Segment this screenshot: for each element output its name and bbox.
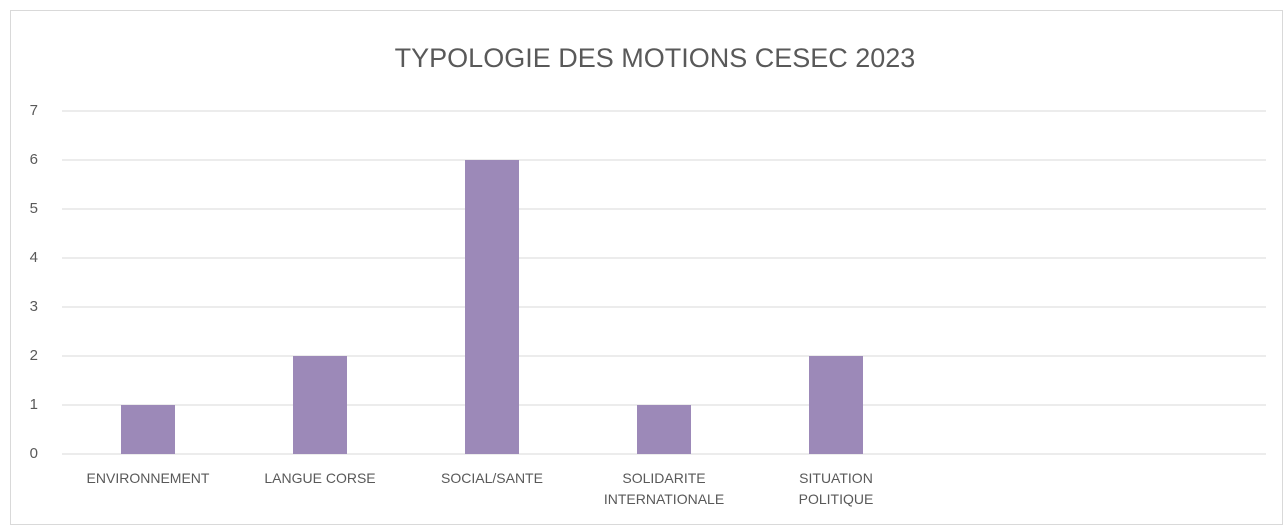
x-tick-label: LANGUE CORSE xyxy=(264,470,376,486)
y-tick-label: 3 xyxy=(30,298,38,315)
bar xyxy=(809,356,863,454)
chart-title: TYPOLOGIE DES MOTIONS CESEC 2023 xyxy=(395,43,916,73)
x-tick-label: SOLIDARITE INTERNATIONALE xyxy=(603,470,725,507)
y-tick-label: 5 xyxy=(30,200,38,217)
y-tick-label: 2 xyxy=(30,347,38,364)
y-tick-label: 1 xyxy=(30,396,38,413)
bar xyxy=(637,405,691,454)
bar xyxy=(293,356,347,454)
x-tick-label: SITUATION POLITIQUE xyxy=(798,470,874,507)
y-tick-label: 4 xyxy=(30,249,38,266)
x-tick-label: SOCIAL/SANTE xyxy=(441,470,543,486)
bar xyxy=(121,405,175,454)
y-tick-label: 7 xyxy=(30,102,38,119)
bar xyxy=(465,160,519,454)
y-tick-label: 0 xyxy=(30,445,38,462)
y-tick-label: 6 xyxy=(30,151,38,168)
x-tick-label: ENVIRONNEMENT xyxy=(86,470,210,486)
